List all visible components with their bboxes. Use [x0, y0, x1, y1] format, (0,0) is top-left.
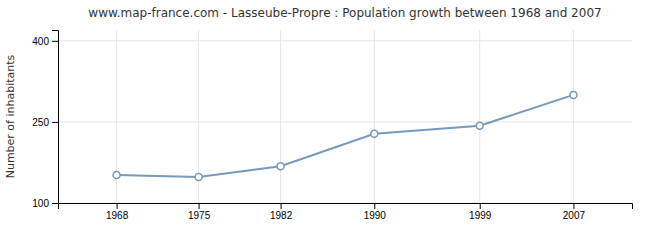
tick-mark: [573, 203, 574, 209]
line: [117, 95, 574, 177]
axis-line: [52, 31, 59, 204]
plot: 1968 1975 1982 1990 1999 2007 100 250 400: [32, 30, 632, 221]
tick: 2007: [563, 203, 586, 221]
point: [113, 171, 120, 178]
point: [476, 122, 483, 129]
tick-mark: [52, 122, 58, 123]
axis-line: [59, 204, 633, 210]
tick-label: 250: [32, 117, 49, 128]
grid-line: [479, 30, 480, 203]
tick-mark: [374, 203, 375, 209]
tick-label: 2007: [563, 210, 586, 221]
point: [371, 130, 378, 137]
point: [570, 91, 577, 98]
y-axis: 100 250 400: [32, 31, 58, 209]
tick: 1999: [469, 203, 492, 221]
y-axis-title: Number of inhabitants: [4, 54, 17, 178]
point: [195, 174, 202, 181]
tick-label: 100: [32, 198, 49, 209]
chart: 1968 1975 1982 1990 1999 2007 100 250 400 www.map…: [0, 0, 650, 229]
tick: 1982: [270, 203, 293, 221]
grid-line: [573, 30, 574, 203]
tick-label: 1990: [364, 210, 387, 221]
tick-mark: [281, 203, 282, 209]
tick-label: 400: [32, 36, 49, 47]
title: www.map-france.com - Lasseube-Propre : P…: [88, 6, 601, 20]
tick-label: 1975: [188, 210, 211, 221]
tick-label: 1982: [270, 210, 293, 221]
point: [277, 163, 284, 170]
grid-line: [280, 30, 281, 203]
tick: 100: [32, 198, 58, 209]
tick: 1968: [106, 203, 129, 221]
tick-mark: [480, 203, 481, 209]
tick-mark: [117, 203, 118, 209]
grid-line: [374, 30, 375, 203]
grid: [58, 30, 632, 203]
tick-label: 1999: [469, 210, 492, 221]
tick-mark: [199, 203, 200, 209]
tick: 1975: [188, 203, 211, 221]
series: [113, 91, 577, 180]
tick: 400: [32, 36, 58, 47]
tick-mark: [52, 41, 58, 42]
grid-line: [58, 121, 632, 122]
grid-line: [58, 40, 632, 41]
tick-label: 1968: [106, 210, 129, 221]
tick: 250: [32, 117, 58, 128]
tick-mark: [52, 203, 58, 204]
tick: 1990: [364, 203, 387, 221]
x-axis: 1968 1975 1982 1990 1999 2007: [59, 203, 633, 221]
